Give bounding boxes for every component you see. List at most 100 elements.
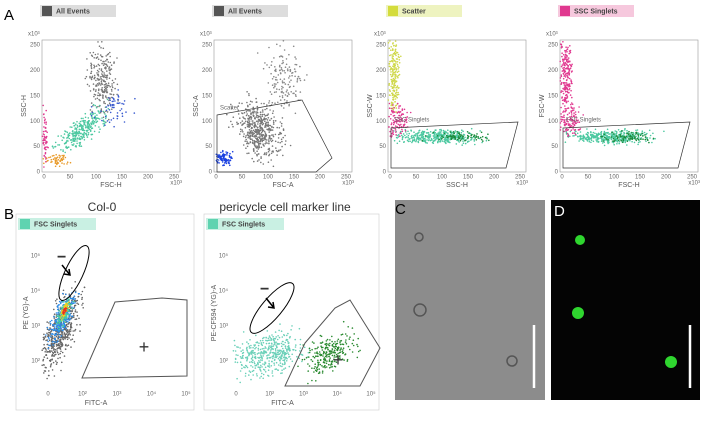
event-dot — [253, 136, 255, 138]
event-dot — [76, 318, 78, 320]
event-dot — [288, 77, 290, 79]
event-dot — [274, 342, 276, 344]
event-dot — [271, 361, 273, 363]
event-dot — [299, 350, 301, 352]
x-tick-label: 150 — [635, 175, 646, 181]
event-dot — [289, 366, 291, 368]
event-dot — [404, 135, 406, 137]
event-dot — [50, 323, 52, 325]
event-dot — [272, 358, 274, 360]
event-dot — [90, 122, 92, 124]
event-dot — [580, 131, 582, 133]
event-dot — [563, 62, 565, 64]
event-dot — [345, 333, 347, 335]
event-dot — [259, 357, 261, 359]
event-dot — [249, 353, 251, 355]
event-dot — [314, 352, 316, 354]
event-dot — [85, 78, 87, 80]
event-dot — [79, 145, 81, 147]
event-dot — [105, 60, 107, 62]
event-dot — [103, 111, 105, 113]
event-dot — [102, 123, 104, 125]
event-dot — [74, 137, 76, 139]
event-dot — [76, 324, 78, 326]
event-dot — [283, 334, 285, 336]
event-dot — [267, 349, 269, 351]
event-dot — [242, 343, 244, 345]
event-dot — [59, 353, 61, 355]
x-tick-label: 200 — [143, 175, 154, 181]
y-axis-label: PE-CF594 (YG)-A — [211, 284, 218, 341]
event-dot — [65, 344, 67, 346]
event-dot — [282, 60, 284, 62]
event-dot — [285, 347, 287, 349]
event-dot — [96, 114, 98, 116]
event-dot — [68, 302, 70, 304]
event-dot — [569, 83, 571, 85]
event-dot — [434, 137, 436, 139]
event-dot — [268, 125, 270, 127]
event-dot — [467, 141, 469, 143]
gate-polygon — [82, 298, 187, 378]
event-dot — [640, 135, 642, 137]
event-dot — [111, 89, 113, 91]
event-dot — [624, 128, 626, 130]
event-dot — [653, 138, 655, 140]
event-dot — [285, 94, 287, 96]
event-dot — [267, 365, 269, 367]
event-dot — [64, 332, 66, 334]
event-dot — [562, 64, 564, 66]
event-dot — [423, 133, 425, 135]
event-dot — [389, 63, 391, 65]
event-dot — [109, 86, 111, 88]
event-dot — [61, 162, 63, 164]
event-dot — [562, 41, 564, 43]
y-tick-label: 250 — [30, 43, 41, 49]
event-dot — [393, 45, 395, 47]
event-dot — [574, 132, 576, 134]
event-dot — [270, 125, 272, 127]
event-dot — [70, 149, 72, 151]
event-dot — [44, 356, 46, 358]
event-dot — [84, 132, 86, 134]
event-dot — [246, 113, 248, 115]
event-dot — [280, 350, 282, 352]
event-dot — [262, 363, 264, 365]
event-dot — [56, 164, 58, 166]
event-dot — [73, 125, 75, 127]
event-dot — [91, 134, 93, 136]
event-dot — [97, 117, 99, 119]
event-dot — [287, 68, 289, 70]
event-dot — [396, 80, 398, 82]
event-dot — [237, 362, 239, 364]
event-dot — [586, 137, 588, 139]
event-dot — [266, 352, 268, 354]
event-dot — [99, 83, 101, 85]
event-dot — [278, 330, 280, 332]
event-dot — [590, 138, 592, 140]
event-dot — [388, 42, 390, 44]
event-dot — [55, 360, 57, 362]
event-dot — [111, 83, 113, 85]
event-dot — [73, 135, 75, 137]
event-dot — [248, 152, 250, 154]
event-dot — [394, 85, 396, 87]
event-dot — [257, 146, 259, 148]
event-dot — [71, 301, 73, 303]
event-dot — [626, 135, 628, 137]
event-dot — [283, 368, 285, 370]
event-dot — [75, 123, 77, 125]
event-dot — [564, 100, 566, 102]
event-dot — [99, 100, 101, 102]
event-dot — [122, 115, 124, 117]
event-dot — [72, 309, 74, 311]
event-dot — [248, 135, 250, 137]
event-dot — [268, 143, 270, 145]
event-dot — [49, 345, 51, 347]
event-dot — [60, 149, 62, 151]
event-dot — [313, 368, 315, 370]
event-dot — [464, 137, 466, 139]
event-dot — [573, 107, 575, 109]
event-dot — [88, 120, 90, 122]
event-dot — [116, 115, 118, 117]
